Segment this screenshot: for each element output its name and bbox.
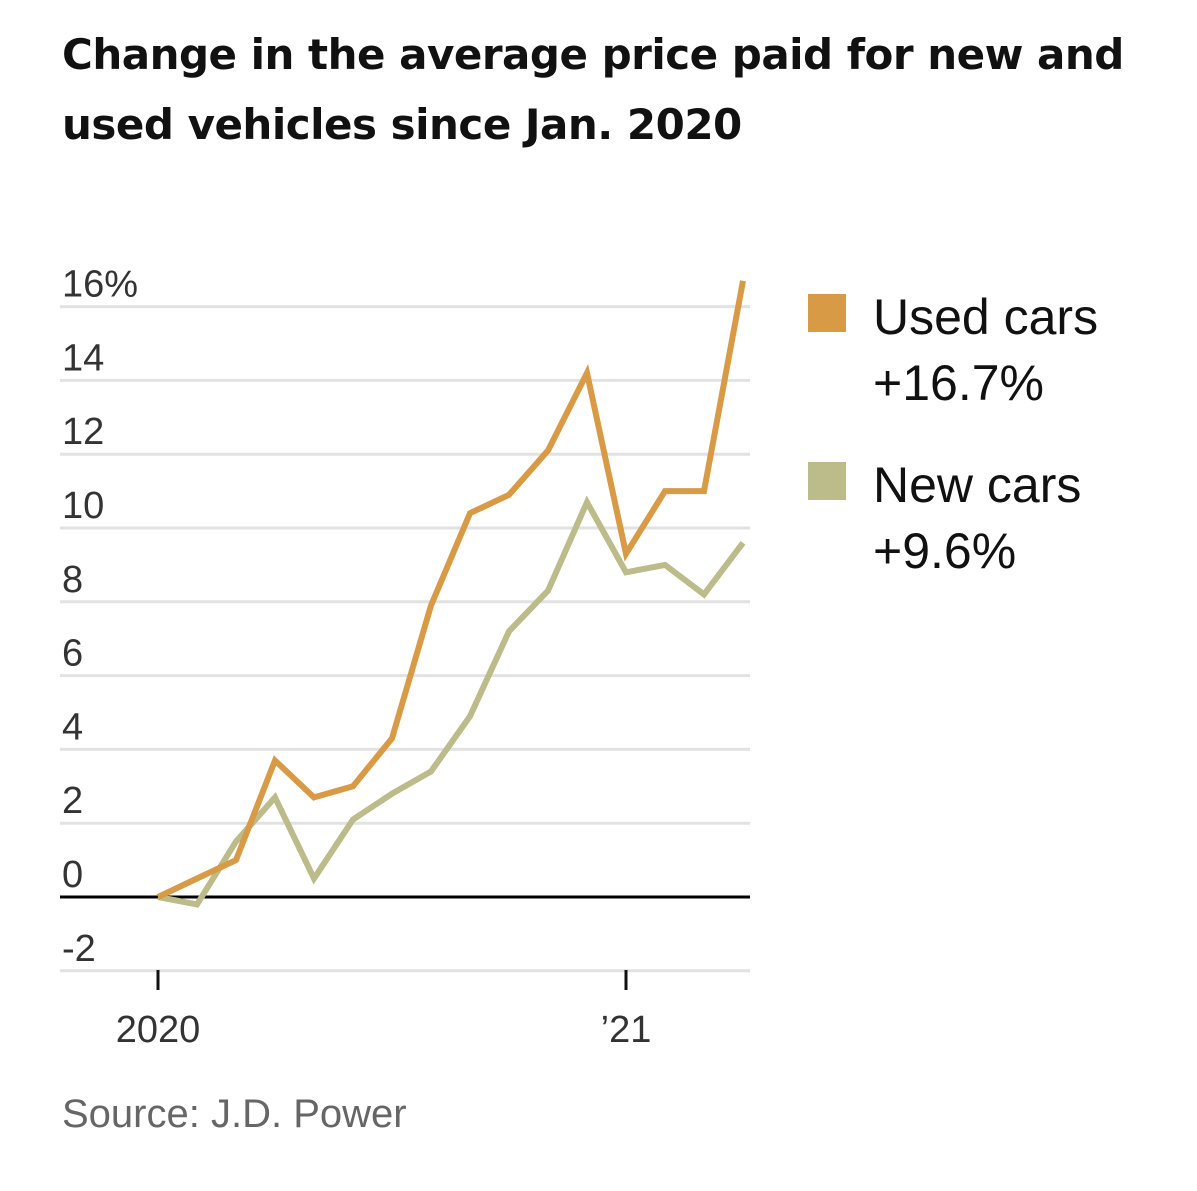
- y-tick-label: 10: [62, 485, 104, 527]
- x-tick-label: ’21: [601, 1009, 652, 1051]
- y-tick-label: 2: [62, 780, 83, 822]
- source-note: Source: J.D. Power: [62, 1092, 407, 1136]
- legend-swatch: [808, 462, 846, 500]
- legend-series-name: Used cars: [873, 289, 1098, 345]
- legend-swatch: [808, 294, 846, 332]
- series-line-new-cars: [157, 495, 746, 908]
- y-tick-label: 14: [62, 337, 104, 379]
- y-tick-label: 16%: [62, 264, 138, 306]
- series-line-used-cars: [156, 280, 746, 900]
- y-tick-label: 6: [62, 633, 83, 675]
- x-axis: 2020 ’21: [116, 970, 652, 1051]
- y-axis-labels: 16% 14 12 10 8 6 4 2 0 -2: [62, 264, 138, 970]
- legend-change-label: +16.7%: [873, 355, 1044, 411]
- series-lines: [156, 280, 746, 908]
- chart-title: Change in the average price paid for new…: [62, 30, 1124, 149]
- legend-change-label: +9.6%: [873, 523, 1016, 579]
- y-tick-label: 8: [62, 559, 83, 601]
- legend-series-name: New cars: [873, 457, 1081, 513]
- y-tick-label: 4: [62, 706, 83, 748]
- y-tick-label: 0: [62, 854, 83, 896]
- x-tick-label: 2020: [116, 1009, 201, 1051]
- legend: Used cars +16.7% New cars +9.6%: [808, 289, 1098, 579]
- gridlines: [60, 305, 750, 973]
- y-tick-label: -2: [62, 928, 96, 970]
- y-tick-label: 12: [62, 411, 104, 453]
